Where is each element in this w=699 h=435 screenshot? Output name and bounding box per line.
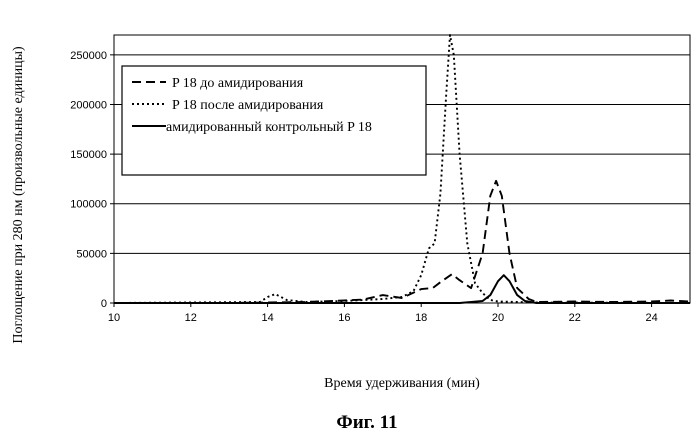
legend-label-3: амидированный контрольный P 18 bbox=[166, 120, 372, 135]
x-tick-label: 18 bbox=[415, 312, 427, 324]
x-tick-label: 22 bbox=[569, 312, 581, 324]
legend-label-2: P 18 после амидирования bbox=[172, 98, 324, 113]
y-tick-label: 250000 bbox=[70, 50, 107, 62]
y-axis-label: Поглощение при 280 нм (произвольные един… bbox=[11, 46, 26, 344]
x-tick-label: 12 bbox=[185, 312, 197, 324]
y-tick-label: 150000 bbox=[70, 149, 107, 161]
legend-label-1: P 18 до амидирования bbox=[172, 76, 304, 91]
x-tick-label: 20 bbox=[492, 312, 504, 324]
x-tick-label: 14 bbox=[261, 312, 273, 324]
legend: P 18 до амидирования P 18 после амидирова… bbox=[122, 66, 426, 175]
x-tick-label: 16 bbox=[338, 312, 350, 324]
y-tick-label: 50000 bbox=[76, 248, 107, 260]
x-tick-label: 24 bbox=[645, 312, 657, 324]
series-line-1 bbox=[114, 181, 690, 303]
x-axis-label: Время удерживания (мин) bbox=[324, 376, 480, 391]
y-tick-label: 0 bbox=[101, 298, 107, 310]
x-tick-label: 10 bbox=[108, 312, 120, 324]
y-tick-label: 200000 bbox=[70, 99, 107, 111]
y-tick-label: 100000 bbox=[70, 199, 107, 211]
figure-caption: Фиг. 11 bbox=[336, 412, 397, 433]
